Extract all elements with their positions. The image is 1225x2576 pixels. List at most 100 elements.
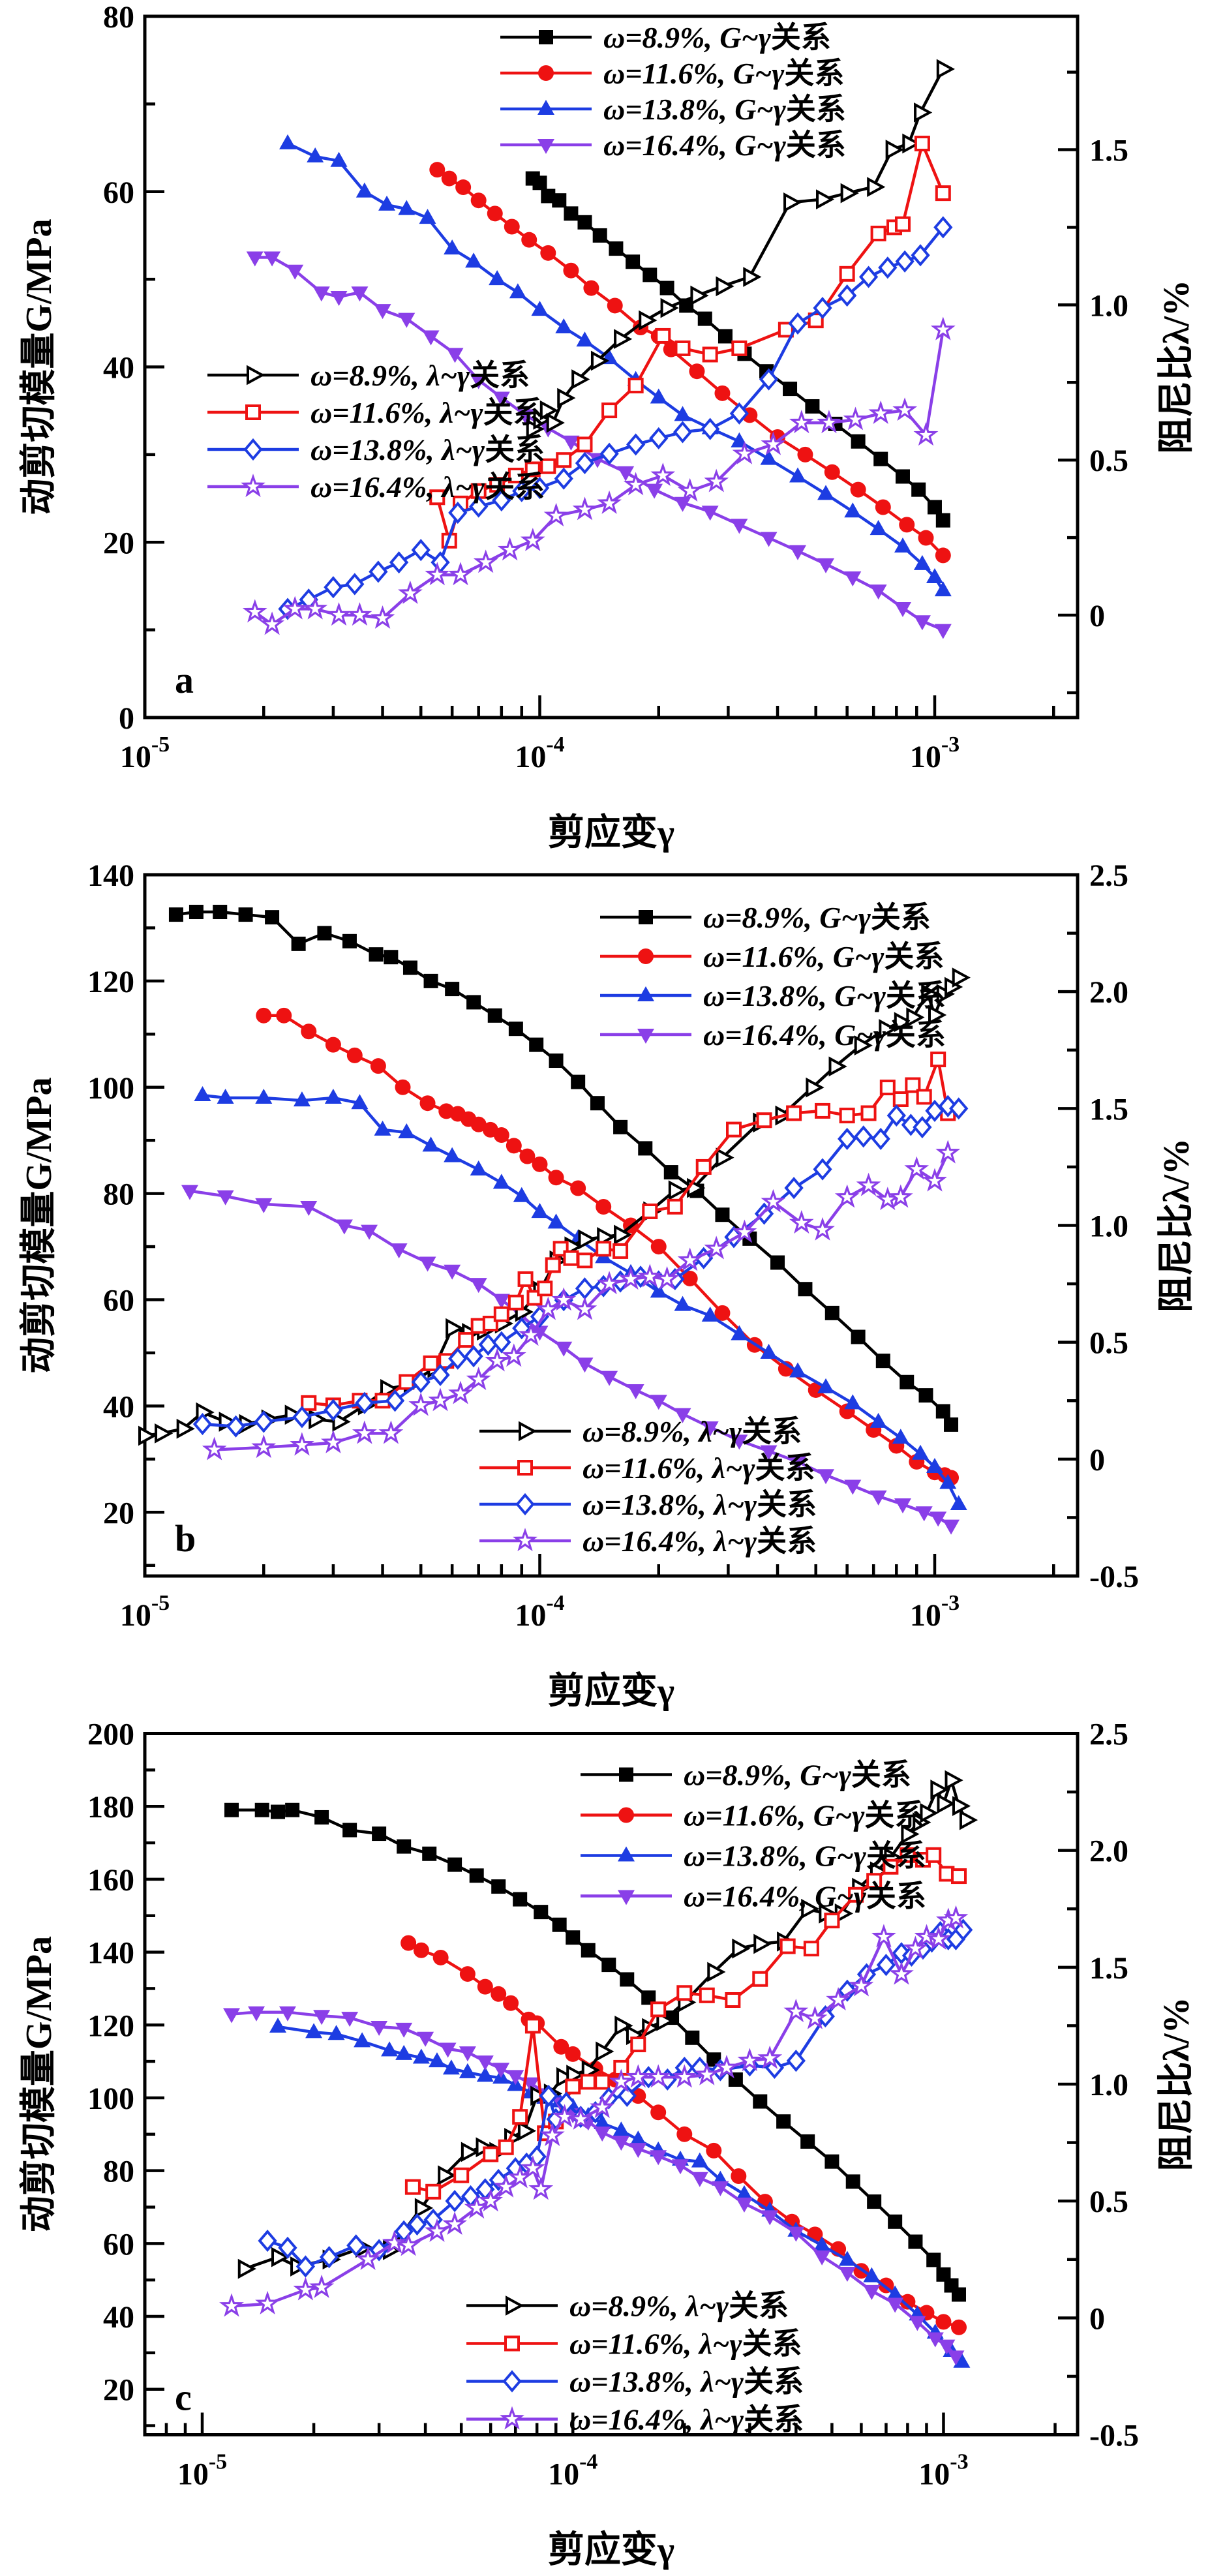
- y-left-axis-title: 动剪切模量G/MPa: [19, 1936, 59, 2232]
- legend-G-panel-c: ω=8.9%, G~γ关系 ω=11.6%, G~γ关系 ω=13.8%, G~γ关…: [581, 1759, 926, 1913]
- y-left-tick-label: 120: [87, 965, 134, 999]
- x-tick-label: 10-5: [120, 733, 170, 774]
- legend-item-G-16.4: ω=16.4%, G~γ关系: [581, 1880, 926, 1913]
- legend-label: ω=16.4%, λ~γ关系: [582, 1524, 817, 1558]
- y-left-tick-label: 180: [87, 1790, 134, 1825]
- x-tick-label: 10-4: [515, 1591, 564, 1633]
- legend-label: ω=16.4%, G~γ关系: [684, 1880, 926, 1913]
- legend-label: ω=11.6%, G~γ关系: [603, 57, 844, 90]
- legend-label: ω=13.8%, G~γ关系: [703, 979, 946, 1012]
- legend-G-panel-b: ω=8.9%, G~γ关系 ω=11.6%, G~γ关系 ω=13.8%, G~γ关…: [600, 901, 946, 1052]
- y-right-tick-label: 1.5: [1089, 1951, 1128, 1986]
- y-right-tick-label: 1.0: [1089, 1209, 1128, 1244]
- series-G-8.9-panel-b: [168, 905, 959, 1432]
- legend-label: ω=13.8%, G~γ关系: [603, 93, 846, 126]
- series-L-11.6-panel-b: [301, 1052, 956, 1414]
- chart-panel-c: 20 40 60 80 100 120 140 160 180 200 -0.5 0 0.5 1.0 1.5…: [0, 1717, 1225, 2576]
- y-left-tick-label: 80: [103, 1177, 134, 1212]
- legend-L-panel-c: ω=8.9%, λ~γ关系 ω=11.6%, λ~γ关系 ω=13.8%, λ~γ关…: [466, 2290, 804, 2436]
- legend-label: ω=8.9%, λ~γ关系: [582, 1415, 802, 1448]
- legend-item-L-8.9: ω=8.9%, λ~γ关系: [466, 2290, 789, 2323]
- legend-label: ω=8.9%, G~γ关系: [684, 1759, 911, 1792]
- y-right-tick-label: -0.5: [1089, 2419, 1139, 2453]
- y-left-tick-label: 60: [103, 1284, 134, 1318]
- y-left-axis-title: 动剪切模量G/MPa: [19, 219, 59, 515]
- y-right-tick-label: 0.5: [1089, 1326, 1128, 1361]
- legend-item-L-16.4: ω=16.4%, λ~γ关系: [207, 470, 545, 504]
- axes-panel-b: 20 40 60 80 100 120 140 -0.5 0 0.5 1.0 1.5 2.0 2.5 10-…: [19, 858, 1197, 1712]
- y-left-tick-label: 0: [119, 701, 134, 736]
- legend-label: ω=8.9%, λ~γ关系: [569, 2290, 789, 2323]
- x-tick-label: 10-3: [918, 2450, 968, 2492]
- legend-L-panel-a: ω=8.9%, λ~γ关系 ω=11.6%, λ~γ关系 ω=13.8%, λ~γ关…: [207, 359, 545, 504]
- y-right-tick-label: 2.5: [1089, 1718, 1128, 1752]
- legend-item-L-8.9: ω=8.9%, λ~γ关系: [207, 359, 530, 392]
- legend-item-G-8.9: ω=8.9%, G~γ关系: [500, 21, 831, 54]
- legend-label: ω=13.8%, G~γ关系: [684, 1840, 926, 1873]
- legend-label: ω=16.4%, λ~γ关系: [569, 2403, 804, 2436]
- y-right-tick-label: 1.0: [1089, 288, 1128, 323]
- legend-label: ω=16.4%, λ~γ关系: [310, 470, 545, 504]
- legend-item-G-11.6: ω=11.6%, G~γ关系: [600, 940, 944, 973]
- legend-item-L-11.6: ω=11.6%, λ~γ关系: [479, 1451, 815, 1485]
- legend-label: ω=11.6%, G~γ关系: [703, 940, 944, 973]
- y-right-tick-label: -0.5: [1089, 1560, 1139, 1594]
- y-right-tick-label: 1.0: [1089, 2068, 1128, 2102]
- y-left-tick-label: 20: [103, 526, 134, 560]
- x-tick-label: 10-5: [120, 1591, 170, 1633]
- legend-item-G-16.4: ω=16.4%, G~γ关系: [500, 129, 846, 162]
- legend-item-G-13.8: ω=13.8%, G~γ关系: [500, 93, 846, 126]
- y-right-tick-label: 0: [1089, 1443, 1105, 1477]
- y-right-tick-label: 0: [1089, 599, 1105, 633]
- y-left-tick-label: 40: [103, 351, 134, 386]
- y-left-tick-label: 20: [103, 2373, 134, 2408]
- panel-letter-b: b: [175, 1517, 196, 1560]
- y-left-tick-label: 40: [103, 2300, 134, 2335]
- y-right-tick-label: 0.5: [1089, 444, 1128, 478]
- series-G-16.4-panel-a: [246, 251, 952, 639]
- y-right-axis-title: 阻尼比λ/%: [1157, 280, 1197, 454]
- y-left-tick-label: 100: [87, 2082, 134, 2116]
- legend-item-G-8.9: ω=8.9%, G~γ关系: [600, 901, 931, 934]
- series-G-8.9-panel-c: [224, 1802, 966, 2302]
- x-tick-label: 10-3: [910, 1591, 960, 1633]
- x-axis-title: 剪应变γ: [548, 813, 674, 853]
- series-L-13.8-panel-a: [278, 216, 953, 620]
- y-left-tick-label: 100: [87, 1071, 134, 1106]
- y-left-tick-label: 80: [103, 2155, 134, 2189]
- y-right-tick-label: 2.5: [1089, 858, 1128, 893]
- x-tick-label: 10-4: [548, 2450, 597, 2492]
- legend-label: ω=16.4%, G~γ关系: [703, 1018, 946, 1052]
- axes-panel-a: 0 20 40 60 80 0 0.5 1.0 1.5 10-5 10-4 10-3 动剪切模量G/MP…: [19, 0, 1197, 853]
- x-axis-title: 剪应变γ: [548, 2530, 674, 2571]
- y-left-tick-label: 20: [103, 1496, 134, 1530]
- series-L-11.6-panel-c: [404, 1847, 967, 2200]
- series-L-16.4-panel-b: [202, 1140, 961, 1461]
- legend-label: ω=11.6%, λ~γ关系: [582, 1451, 815, 1485]
- y-left-tick-label: 140: [87, 858, 134, 893]
- series-L-8.9-panel-a: [526, 59, 955, 440]
- legend-label: ω=13.8%, λ~γ关系: [569, 2365, 804, 2399]
- legend-label: ω=16.4%, G~γ关系: [603, 129, 846, 162]
- y-left-tick-label: 140: [87, 1936, 134, 1971]
- legend-item-L-13.8: ω=13.8%, λ~γ关系: [479, 1488, 817, 1521]
- series-L-16.4-panel-c: [219, 1905, 969, 2317]
- y-right-tick-label: 0.5: [1089, 2185, 1128, 2219]
- y-left-tick-label: 60: [103, 2227, 134, 2262]
- y-right-tick-label: 0: [1089, 2301, 1105, 2336]
- series-G-8.9-panel-a: [525, 171, 950, 528]
- legend-item-G-16.4: ω=16.4%, G~γ关系: [600, 1018, 946, 1052]
- legend-label: ω=13.8%, λ~γ关系: [310, 433, 545, 466]
- legend-item-L-16.4: ω=16.4%, λ~γ关系: [466, 2403, 804, 2436]
- legend-item-L-11.6: ω=11.6%, λ~γ关系: [207, 396, 543, 429]
- chart-panel-b: 20 40 60 80 100 120 140 -0.5 0 0.5 1.0 1.5 2.0 2.5 10-…: [0, 858, 1225, 1717]
- y-right-axis-title: 阻尼比λ/%: [1157, 1997, 1197, 2171]
- y-left-tick-label: 80: [103, 0, 134, 35]
- legend-label: ω=8.9%, λ~γ关系: [310, 359, 530, 392]
- series-L-11.6-panel-a: [429, 136, 951, 549]
- y-left-tick-label: 200: [87, 1718, 134, 1752]
- legend-label: ω=11.6%, G~γ关系: [684, 1799, 924, 1832]
- x-tick-label: 10-3: [910, 733, 960, 774]
